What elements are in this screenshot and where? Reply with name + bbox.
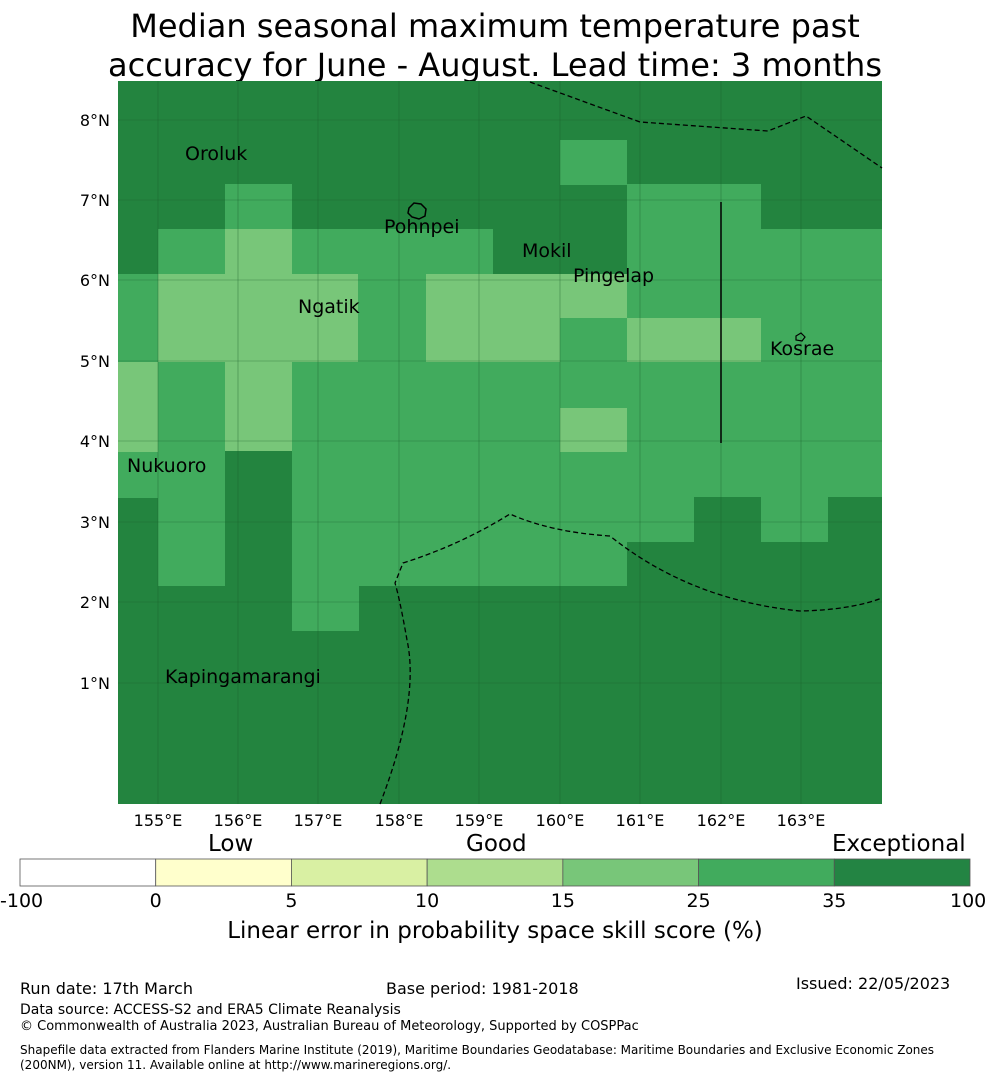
kosrae-island bbox=[795, 332, 806, 342]
skill-cell bbox=[560, 140, 627, 185]
skill-cell bbox=[426, 274, 560, 362]
colorbar-tick-label: 15 bbox=[550, 890, 575, 912]
colorbar-tick-label: 35 bbox=[822, 890, 847, 912]
eez-boundaries bbox=[379, 81, 883, 805]
run-date: Run date: 17th March bbox=[20, 979, 193, 998]
latitude-labels: 1°N 2°N 3°N 4°N 5°N 6°N 7°N 8°N bbox=[80, 111, 110, 693]
colorbar-segment bbox=[698, 858, 835, 887]
place-label: Nukuoro bbox=[127, 455, 206, 477]
latitude-label: 7°N bbox=[80, 191, 110, 210]
longitude-label: 158°E bbox=[375, 811, 424, 830]
latitude-label: 5°N bbox=[80, 352, 110, 371]
longitude-label: 155°E bbox=[134, 811, 183, 830]
colorbar-segment bbox=[291, 858, 428, 887]
colorbar-tick-label: 25 bbox=[686, 890, 711, 912]
colorbar-tick-label: -100 bbox=[0, 890, 44, 912]
grid-lines bbox=[118, 81, 882, 804]
skill-cell bbox=[560, 408, 627, 452]
place-label: Ngatik bbox=[298, 296, 360, 318]
colorbar-segment bbox=[19, 858, 157, 887]
chart-title-line-2: accuracy for June - August. Lead time: 3… bbox=[108, 46, 882, 84]
shapefile-credit: Shapefile data extracted from Flanders M… bbox=[20, 1043, 935, 1072]
latitude-label: 8°N bbox=[80, 111, 110, 130]
longitude-labels: 155°E 156°E 157°E 158°E 159°E 160°E 161°E 162°E… bbox=[134, 811, 826, 830]
base-period: Base period: 1981-2018 bbox=[386, 979, 579, 998]
skill-cell bbox=[627, 318, 761, 362]
colorbar-word-low: Low bbox=[208, 831, 254, 857]
longitude-label: 160°E bbox=[536, 811, 585, 830]
place-label: Mokil bbox=[522, 240, 572, 262]
chart-title-line-1: Median seasonal maximum temperature past bbox=[130, 7, 860, 45]
skill-cell bbox=[761, 184, 882, 229]
eez-boundary-north bbox=[529, 81, 883, 169]
skill-cell bbox=[292, 274, 358, 318]
place-label: Kapingamarangi bbox=[165, 666, 321, 688]
colorbar-tick-label: 5 bbox=[285, 890, 298, 912]
skill-cell bbox=[225, 229, 292, 451]
skill-cell bbox=[118, 362, 158, 452]
latitude-label: 2°N bbox=[80, 593, 110, 612]
longitude-label: 161°E bbox=[616, 811, 665, 830]
longitude-label: 156°E bbox=[214, 811, 263, 830]
skill-cell bbox=[158, 229, 493, 274]
colorbar-axis-label: Linear error in probability space skill … bbox=[227, 918, 763, 944]
pohnpei-island bbox=[407, 202, 427, 220]
colorbar-word-exceptional: Exceptional bbox=[832, 831, 966, 857]
longitude-label: 157°E bbox=[294, 811, 343, 830]
skill-cells bbox=[118, 81, 882, 804]
skill-cell bbox=[292, 586, 359, 631]
latitude-label: 3°N bbox=[80, 513, 110, 532]
issued-date: Issued: 22/05/2023 bbox=[796, 974, 951, 993]
skill-cell bbox=[627, 497, 694, 542]
latitude-label: 6°N bbox=[80, 271, 110, 290]
place-label: Pingelap bbox=[573, 265, 654, 287]
skill-cell bbox=[761, 497, 828, 542]
eez-boundary-south bbox=[379, 513, 883, 805]
data-source: Data source: ACCESS-S2 and ERA5 Climate … bbox=[20, 1002, 401, 1018]
colorbar-segment bbox=[833, 858, 971, 887]
latitude-label: 1°N bbox=[80, 674, 110, 693]
longitude-label: 159°E bbox=[455, 811, 504, 830]
colorbar bbox=[19, 858, 971, 887]
colorbar-segment bbox=[155, 858, 292, 887]
skill-cell bbox=[493, 229, 560, 274]
place-label: Oroluk bbox=[185, 143, 247, 165]
skill-cell bbox=[560, 274, 627, 318]
colorbar-tick-label: 0 bbox=[149, 890, 162, 912]
colorbar-segment bbox=[426, 858, 564, 887]
colorbar-segment bbox=[562, 858, 699, 887]
skill-cell bbox=[225, 184, 292, 229]
colorbar-word-good: Good bbox=[466, 831, 527, 857]
place-label: Pohnpei bbox=[384, 216, 460, 238]
colorbar-tick-label: 10 bbox=[415, 890, 440, 912]
colorbar-tick-label: 100 bbox=[950, 890, 987, 912]
longitude-label: 163°E bbox=[777, 811, 826, 830]
latitude-label: 4°N bbox=[80, 432, 110, 451]
place-label: Kosrae bbox=[770, 338, 834, 360]
longitude-label: 162°E bbox=[697, 811, 746, 830]
copyright: © Commonwealth of Australia 2023, Austra… bbox=[20, 1019, 639, 1034]
